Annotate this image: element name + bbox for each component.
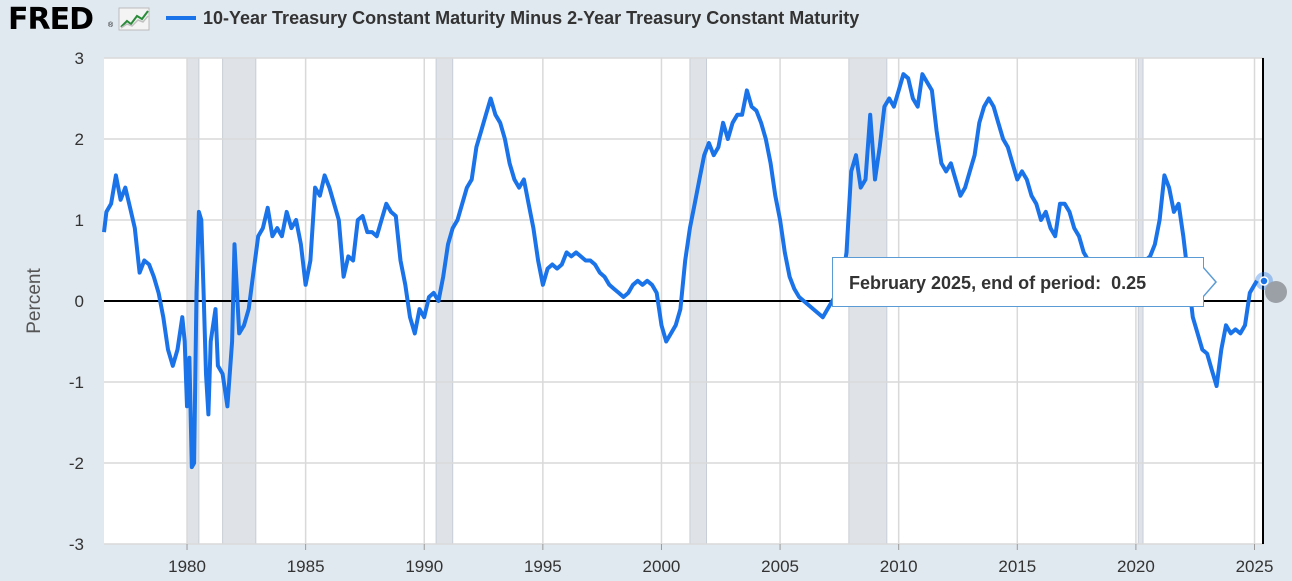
scroll-handle[interactable]: [1265, 281, 1287, 303]
tooltip-label: February 2025, end of period:: [849, 273, 1102, 293]
y-tick-label: -2: [69, 454, 84, 473]
tooltip-text: February 2025, end of period: 0.25: [849, 273, 1146, 294]
registered-mark: ®: [108, 22, 114, 29]
y-tick-label: 1: [75, 211, 84, 230]
legend-swatch: [166, 16, 196, 20]
y-tick-label: -1: [69, 373, 84, 392]
x-tick-label: 2020: [1117, 557, 1155, 576]
line-graph-icon: [118, 7, 150, 31]
legend-title[interactable]: 10-Year Treasury Constant Maturity Minus…: [203, 8, 860, 28]
x-tick-label: 1995: [524, 557, 562, 576]
x-tick-label: 1990: [405, 557, 443, 576]
y-tick-labels: 3 2 1 0 -1 -2 -3: [69, 49, 84, 554]
tooltip-pointer-fill: [1202, 267, 1215, 297]
x-tick-label: 2005: [761, 557, 799, 576]
x-tick-label: 2015: [998, 557, 1036, 576]
x-tick-labels: 1980 1985 1990 1995 2000 2005 2010 2015 2020 2025: [168, 544, 1273, 576]
x-tick-label: 1980: [168, 557, 206, 576]
x-tick-label: 2000: [643, 557, 681, 576]
fred-logo[interactable]: FRED: [8, 2, 94, 37]
y-tick-label: 3: [75, 49, 84, 68]
y-tick-label: 0: [75, 292, 84, 311]
hover-marker-core: [1259, 276, 1269, 286]
y-axis-label: Percent: [24, 268, 45, 334]
x-tick-label: 2025: [1236, 557, 1274, 576]
y-tick-label: 2: [75, 130, 84, 149]
tooltip-value: 0.25: [1111, 273, 1147, 293]
series-line[interactable]: [102, 72, 1259, 470]
x-tick-label: 1985: [287, 557, 325, 576]
chart-header: FRED ® 10-Year Treasury Constant Maturit…: [0, 0, 1292, 40]
y-tick-label: -3: [69, 535, 84, 554]
tooltip: February 2025, end of period: 0.25: [832, 257, 1204, 307]
x-tick-label: 2010: [880, 557, 918, 576]
